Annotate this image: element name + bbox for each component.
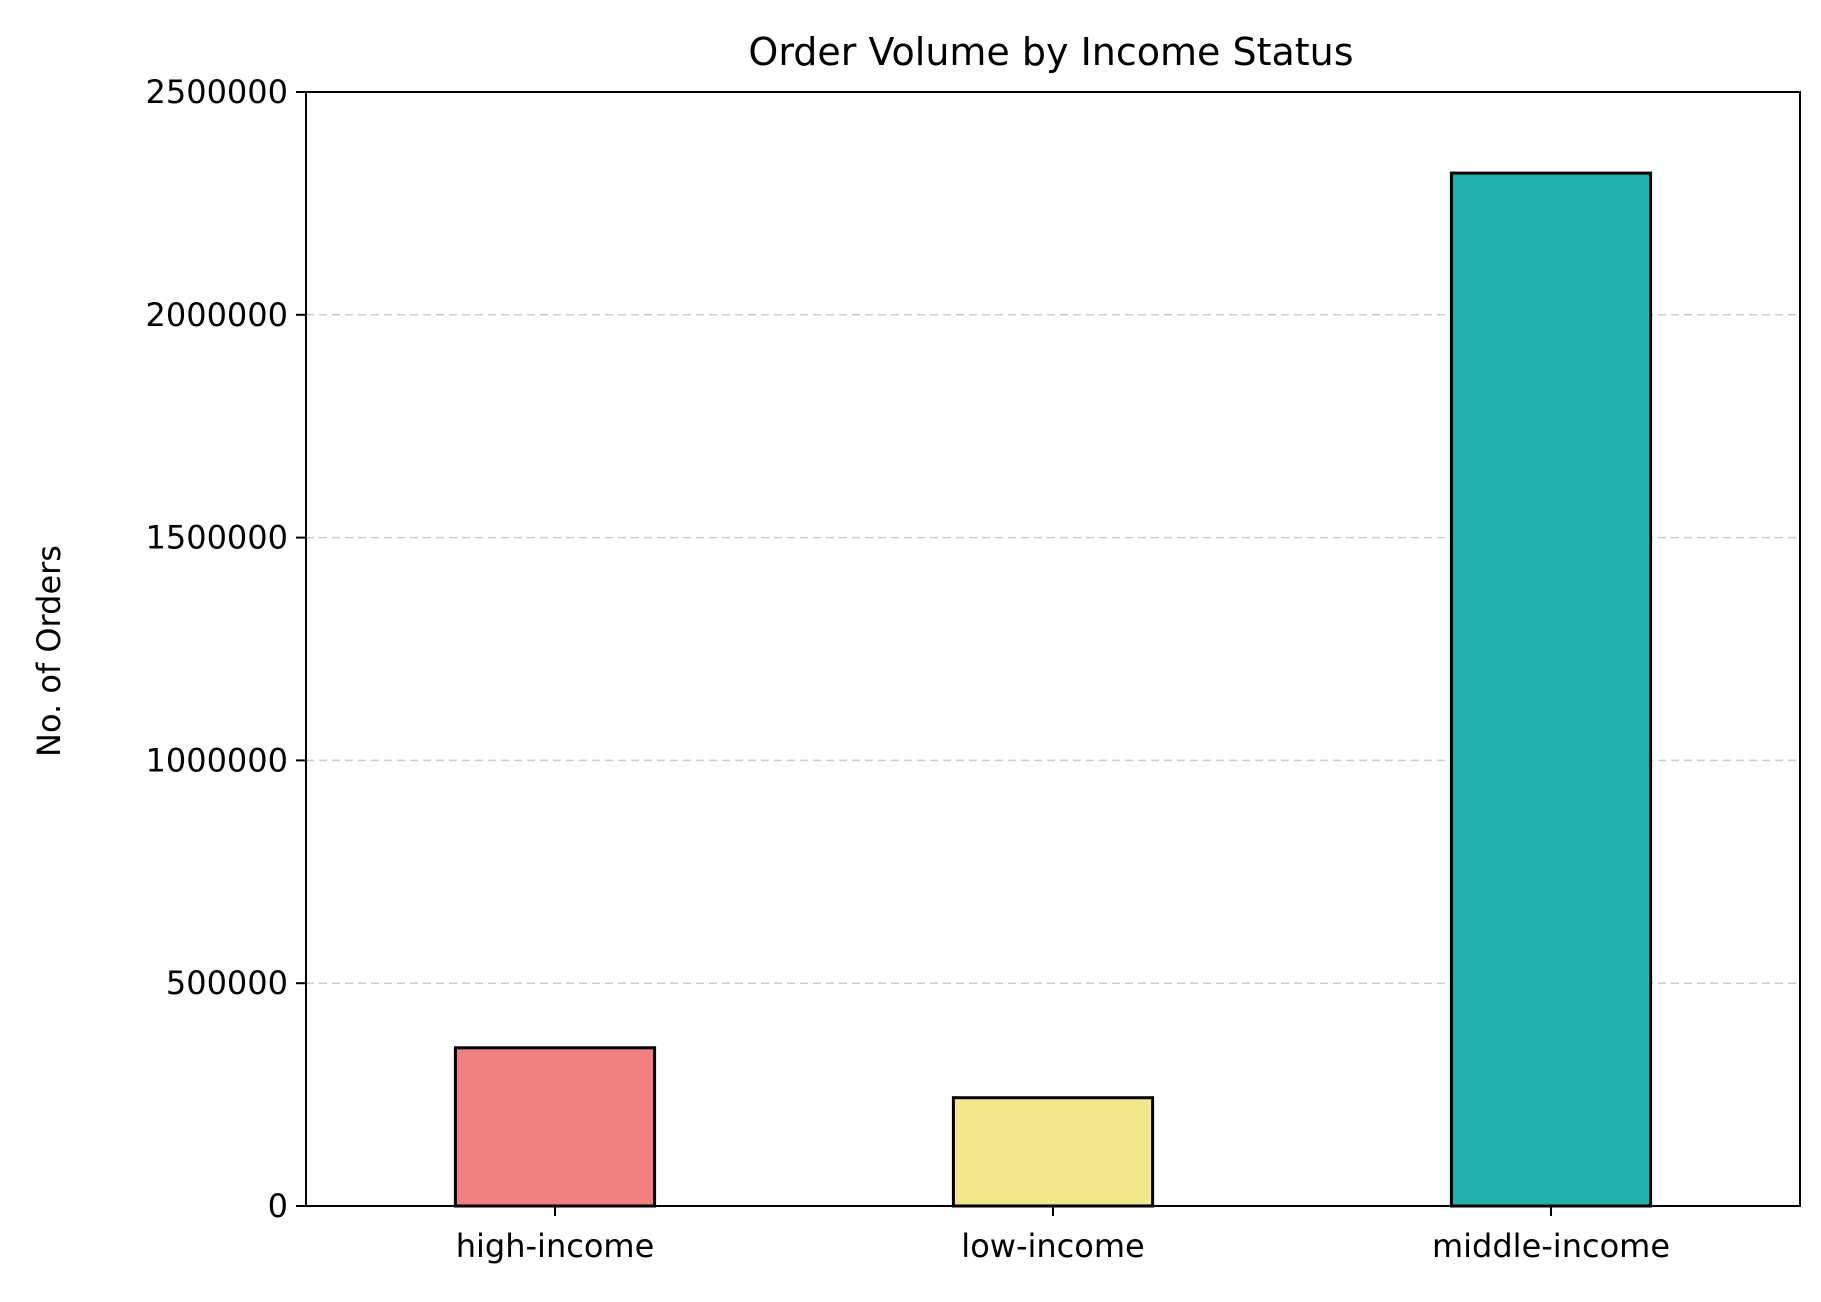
y-tick-label-4: 2000000: [145, 296, 288, 334]
y-tick-label-5: 2500000: [145, 73, 288, 111]
y-tick-label-2: 1000000: [145, 741, 288, 779]
bar-low-income: [951, 1096, 1155, 1208]
grid-lines: [306, 314, 1800, 984]
chart-title: Order Volume by Income Status: [748, 30, 1353, 74]
x-tick-label-low-income: low-income: [961, 1227, 1144, 1265]
y-tick-label-1: 500000: [166, 964, 288, 1002]
x-tick-label-middle-income: middle-income: [1432, 1227, 1670, 1265]
x-ticks: high-income low-income middle-income: [456, 1206, 1670, 1265]
bar-high-income: [453, 1046, 657, 1208]
bar-middle-income: [1449, 171, 1653, 1208]
y-axis-label: No. of Orders: [30, 545, 68, 757]
bars: [453, 171, 1653, 1208]
x-tick-label-high-income: high-income: [456, 1227, 655, 1265]
y-tick-label-0: 0: [268, 1187, 288, 1225]
y-tick-label-3: 1500000: [145, 519, 288, 557]
y-ticks: 0 500000 1000000 1500000 2000000 2500000: [145, 73, 306, 1225]
